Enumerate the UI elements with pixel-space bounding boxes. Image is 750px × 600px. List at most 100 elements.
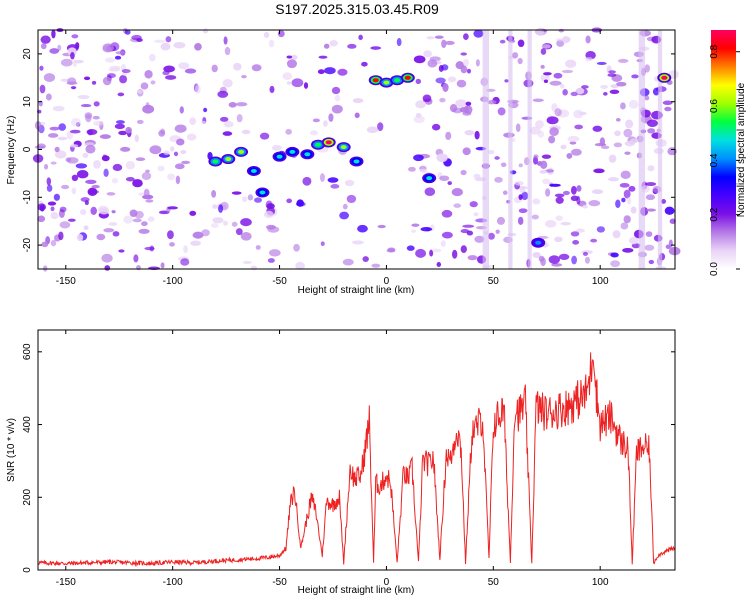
spectrogram-cell: [588, 200, 601, 207]
spectrogram-peak: [289, 149, 296, 154]
spectrogram-cell: [464, 129, 475, 136]
colorbar-tick-label: 0.6: [709, 99, 720, 113]
spectrogram-cell: [235, 228, 243, 236]
spectrogram-cell: [82, 152, 89, 158]
spectrogram-cell: [549, 127, 559, 136]
spectrogram-cell: [80, 104, 92, 108]
spectrogram-cell: [99, 134, 111, 139]
spectrogram-cell: [84, 112, 93, 119]
spectrogram-cell: [647, 128, 656, 134]
spectrogram-cell: [669, 218, 676, 224]
spectrogram-cell: [66, 157, 79, 164]
spectrogram-cell: [202, 28, 209, 34]
colorbar-gradient: [711, 30, 736, 269]
spectrogram-cell: [487, 100, 497, 105]
spectrogram-cell: [115, 51, 126, 55]
spectrogram-cell: [549, 183, 561, 187]
spectrogram-cell: [585, 57, 593, 62]
spectrogram-y-tick-label: 10: [22, 96, 33, 108]
spectrogram-cell: [467, 255, 478, 261]
spectrogram-cell: [145, 169, 150, 173]
spectrogram-cell: [318, 55, 328, 59]
spectrogram-band: [482, 30, 490, 269]
spectrogram-cell: [73, 59, 84, 64]
spectrogram-cell: [612, 230, 621, 239]
spectrogram-y-label: Frequency (Hz): [6, 116, 17, 185]
spectrogram-cell: [131, 34, 142, 41]
spectrogram-y-tick-label: 0: [22, 146, 33, 152]
spectrogram-cell: [518, 163, 523, 168]
spectrogram-cell: [291, 78, 304, 88]
spectrogram-cell: [434, 35, 444, 39]
spectrogram-cell: [236, 114, 243, 123]
spectrogram-cell: [44, 163, 49, 170]
spectrogram-cell: [92, 115, 100, 120]
spectrogram-cell: [593, 168, 605, 174]
colorbar-tick-label: 0.4: [709, 153, 720, 167]
spectrogram-cell: [112, 163, 123, 172]
spectrogram-cell: [120, 146, 131, 152]
spectrogram-cell: [67, 77, 77, 85]
spectrogram-cell: [574, 124, 583, 130]
spectrogram-cell: [241, 129, 251, 135]
spectrogram-cell: [413, 55, 426, 64]
spectrogram-cell: [441, 39, 447, 49]
spectrogram-cell: [134, 134, 139, 143]
colorbar-label: Normalized spectral amplitude: [736, 82, 747, 217]
spectrogram-cell: [111, 210, 116, 214]
spectrogram-cell: [431, 123, 441, 131]
spectrogram-cell: [447, 181, 452, 186]
spectrogram-cell: [571, 255, 577, 265]
spectrogram-cell: [613, 142, 623, 148]
spectrogram-cell: [431, 248, 442, 253]
spectrogram-cell: [101, 253, 113, 263]
spectrogram-cell: [630, 138, 639, 144]
spectrogram-cell: [186, 133, 197, 141]
spectrogram-cell: [96, 233, 106, 241]
spectrogram-cell: [219, 116, 229, 122]
spectrogram-cell: [286, 198, 293, 204]
spectrogram-cell: [118, 130, 128, 136]
spectrogram-cell: [147, 216, 155, 222]
spectrogram-cell: [616, 81, 627, 87]
spectrogram-cell: [192, 231, 204, 239]
spectrogram-cell: [570, 148, 582, 156]
spectrogram-cell: [247, 194, 254, 201]
spectrogram-cell: [203, 107, 208, 113]
spectrogram-cell: [80, 208, 87, 216]
spectrogram-cell: [495, 229, 500, 234]
spectrogram-cell: [138, 192, 145, 196]
spectrogram-cell: [473, 212, 479, 217]
spectrogram-cell: [320, 241, 325, 246]
spectrogram-cell: [70, 52, 75, 60]
spectrogram-cell: [465, 101, 472, 106]
spectrogram-cell: [645, 231, 653, 237]
spectrogram-cell: [646, 119, 659, 127]
spectrogram-cell: [75, 42, 80, 49]
spectrogram-cell: [645, 194, 656, 201]
spectrogram-cell: [555, 38, 565, 42]
spectrogram-cell: [331, 104, 343, 114]
spectrogram-cell: [66, 130, 74, 140]
spectrogram-cell: [254, 197, 262, 203]
spectrogram-cell: [104, 265, 111, 271]
spectrogram-cell: [222, 131, 233, 136]
spectrogram-cell: [342, 258, 354, 266]
spectrogram-cell: [551, 263, 563, 267]
spectrogram-cell: [462, 224, 475, 228]
spectrogram-cell: [180, 149, 187, 155]
spectrogram-cell: [103, 168, 109, 178]
spectrogram-cell: [160, 262, 165, 269]
spectrogram-cell: [164, 75, 177, 80]
spectrogram-cell: [240, 218, 252, 227]
spectrogram-cell: [406, 245, 415, 251]
spectrogram-cell: [54, 150, 67, 159]
spectrogram-peaks: [208, 72, 672, 248]
spectrogram-x-tick-label: -150: [56, 276, 76, 287]
spectrogram-cell: [648, 259, 655, 265]
snr-y-tick-label: 200: [22, 488, 33, 505]
spectrogram-cell: [521, 191, 529, 201]
spectrogram-cell: [600, 84, 609, 89]
spectrogram-cell: [460, 65, 468, 74]
